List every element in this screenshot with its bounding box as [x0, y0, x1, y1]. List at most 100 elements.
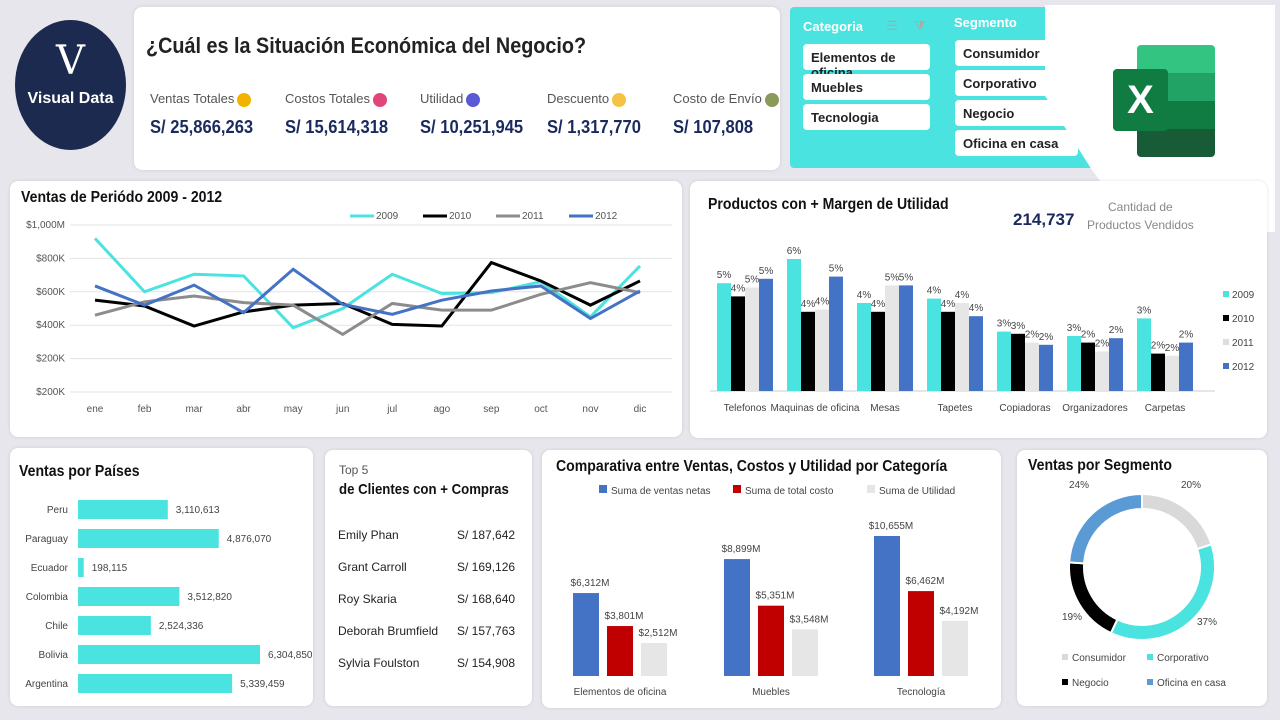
data-label: 4% [801, 299, 816, 310]
categoria-filter-title: Categoria [803, 19, 863, 34]
data-label: 4% [941, 299, 956, 310]
bar-Carpetas-2010 [1151, 353, 1165, 391]
data-label: 5% [829, 264, 844, 275]
bar-Elementos de oficina-2 [641, 642, 667, 676]
legend-label: 2009 [1232, 290, 1255, 301]
data-label: 4% [969, 303, 984, 314]
bar-Muebles-0 [724, 559, 750, 676]
data-label: 2% [1179, 330, 1194, 341]
basket-icon [373, 92, 388, 107]
comparativa-bar-chart: Suma de ventas netas Suma de total costo S… [571, 485, 979, 698]
bar-Copiadoras-2011 [1025, 342, 1039, 391]
data-label: 5% [717, 270, 732, 281]
client-value: S/ 168,640 [457, 592, 516, 606]
client-value: S/ 187,642 [457, 528, 516, 542]
multiselect-icon[interactable]: ☰ [886, 18, 898, 33]
client-name: Deborah Brumfield [338, 624, 439, 638]
x-category-label: Mesas [870, 403, 899, 414]
categoria-option[interactable]: Elementos de oficina [803, 44, 930, 80]
bar-Tapetes-2010 [941, 311, 955, 391]
categoria-option[interactable]: Muebles [803, 74, 930, 100]
paises-bar-chart: Peru 3,110,613 Paraguay 4,876,070 Ecuador 198… [25, 500, 313, 693]
data-label: $4,192M [940, 606, 979, 617]
bar-Carpetas-2009 [1137, 318, 1151, 391]
legend-label: 2011 [522, 211, 544, 222]
data-label: 4% [955, 290, 970, 301]
categoria-option[interactable]: Tecnologia [803, 104, 930, 130]
data-label: 198,115 [92, 563, 128, 574]
bar-Maquinas de oficina-2009 [787, 259, 801, 391]
segmento-option[interactable]: Oficina en casa [955, 130, 1078, 156]
slice-label: 19% [1062, 612, 1082, 623]
data-label: 4% [857, 290, 872, 301]
discount-icon [612, 92, 627, 107]
x-tick-label: sep [483, 404, 500, 415]
data-label: 2% [1165, 343, 1180, 354]
data-label: $5,351M [756, 591, 795, 602]
kpi-value: S/ 25,866,263 [150, 116, 254, 137]
bar-Organizadores-2009 [1067, 336, 1081, 391]
coin-icon [237, 92, 252, 107]
data-label: $2,512M [639, 628, 678, 639]
x-category-label: Telefonos [724, 403, 767, 414]
data-label: 3,512,820 [187, 592, 232, 603]
kpi-label: Descuento [547, 91, 610, 106]
country-label: Chile [45, 621, 68, 632]
legend-swatch [1223, 339, 1229, 345]
x-tick-label: dic [634, 404, 647, 415]
segmento-title: Ventas por Segmento [1028, 457, 1172, 474]
x-category-label: Carpetas [1145, 403, 1186, 414]
products-sold-label-2: Productos Vendidos [1087, 218, 1194, 232]
bar-Paraguay [78, 529, 219, 548]
bar-Tecnología-0 [874, 536, 900, 676]
bar-Tapetes-2011 [955, 303, 969, 391]
bar-Elementos de oficina-1 [607, 626, 633, 676]
paises-card: Ventas por Países Peru 3,110,613 Paraguay 4… [10, 448, 313, 706]
data-label: 5% [899, 272, 914, 283]
bar-chart-icon [466, 92, 481, 107]
data-label: 4,876,070 [227, 534, 272, 545]
kpi-value: S/ 1,317,770 [547, 116, 641, 137]
client-name: Sylvia Foulston [338, 656, 420, 670]
data-label: 5,339,459 [240, 679, 285, 690]
slice-Oficina en casa [1068, 492, 1143, 565]
clear-filter-icon[interactable]: ⧩ [914, 18, 926, 33]
legend-label: Suma de total costo [745, 486, 834, 497]
products-sold-label: Cantidad de [1108, 200, 1173, 214]
legend-label: 2010 [449, 211, 472, 222]
x-tick-label: mar [185, 404, 203, 415]
data-label: 4% [731, 283, 746, 294]
data-label: 3% [1137, 305, 1152, 316]
legend-label: Negocio [1072, 678, 1109, 689]
slice-Consumidor [1141, 492, 1213, 551]
products-sold-value: 214,737 [1013, 210, 1075, 229]
bar-Organizadores-2010 [1081, 342, 1095, 391]
data-label: 2% [1095, 338, 1110, 349]
kpi-3: Descuento S/ 1,317,770 [547, 91, 649, 138]
x-tick-label: may [284, 404, 303, 415]
data-label: 2% [1039, 332, 1054, 343]
data-label: 3% [1011, 321, 1026, 332]
legend-swatch [1223, 291, 1229, 297]
kpi-label: Utilidad [420, 91, 464, 106]
kpi-1: Costos Totales S/ 15,614,318 [285, 91, 397, 138]
excel-icon: X [1113, 45, 1215, 157]
line-chart-title: Ventas de Periódo 2009 - 2012 [21, 189, 223, 206]
series-line-2009 [93, 237, 642, 330]
country-label: Paraguay [25, 534, 68, 545]
legend-label: Oficina en casa [1157, 678, 1226, 689]
x-category-label: Tecnología [897, 687, 946, 698]
x-category-label: Tapetes [937, 403, 972, 414]
bar-Tecnología-1 [908, 591, 934, 676]
x-category-label: Organizadores [1062, 403, 1128, 414]
bar-Copiadoras-2010 [1011, 333, 1025, 391]
y-tick-label: $1,000M [26, 220, 65, 231]
legend-swatch [1223, 315, 1229, 321]
legend-label: Suma de ventas netas [611, 486, 711, 497]
bar-Chile [78, 616, 151, 635]
bar-Maquinas de oficina-2010 [801, 311, 815, 391]
x-tick-label: ene [87, 404, 104, 415]
x-category-label: Maquinas de oficina [771, 403, 860, 414]
x-tick-label: abr [236, 404, 251, 415]
kpi-4: Costo de Envío S/ 107,808 [673, 91, 779, 138]
